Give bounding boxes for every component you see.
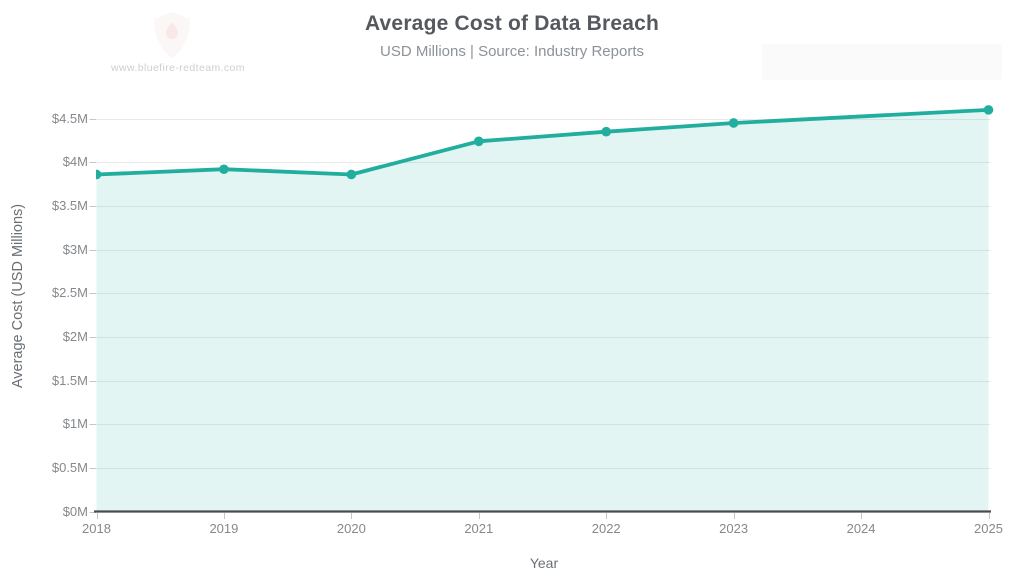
x-tick-label: 2024: [846, 521, 876, 536]
data-point-marker: [983, 105, 994, 115]
x-tick-label: 2018: [82, 521, 111, 536]
top-right-overlay: [762, 44, 1002, 80]
data-point-marker: [219, 164, 229, 175]
data-point-marker: [473, 136, 484, 147]
x-tick-label: 2023: [719, 521, 749, 536]
chart-subtitle: USD Millions | Source: Industry Reports: [380, 43, 644, 60]
x-tick-label: 2020: [336, 521, 366, 536]
y-tick-label: $2M: [62, 328, 88, 344]
x-axis-title: Year: [529, 555, 559, 571]
y-tick-label: $2.5M: [51, 285, 88, 301]
y-tick-label: $1.5M: [51, 372, 88, 388]
y-tick-label: $1M: [62, 416, 88, 432]
y-tick-label: $3.5M: [51, 197, 88, 213]
data-point-marker: [601, 126, 612, 137]
area-fill: [96, 109, 989, 512]
x-tick-label: 2021: [464, 521, 494, 536]
y-tick-label: $3M: [62, 241, 88, 257]
y-tick-label: $0.5M: [51, 459, 88, 475]
data-point-marker: [346, 169, 357, 180]
data-point-marker: [96, 169, 102, 180]
chart-title: Average Cost of Data Breach: [364, 12, 660, 35]
y-tick-label: $4.5M: [51, 110, 88, 126]
y-tick-label: $4M: [62, 154, 88, 170]
watermark: www.bluefire-redteam.com: [108, 8, 248, 78]
data-point-marker: [728, 118, 739, 128]
x-tick-label: 2022: [591, 521, 621, 536]
x-tick-label: 2025: [974, 521, 1003, 536]
y-tick-label: $0M: [62, 503, 88, 519]
x-tick-label: 2019: [209, 521, 239, 536]
watermark-url: www.bluefire-redteam.com: [111, 62, 245, 74]
shield-logo-icon: [154, 12, 190, 58]
